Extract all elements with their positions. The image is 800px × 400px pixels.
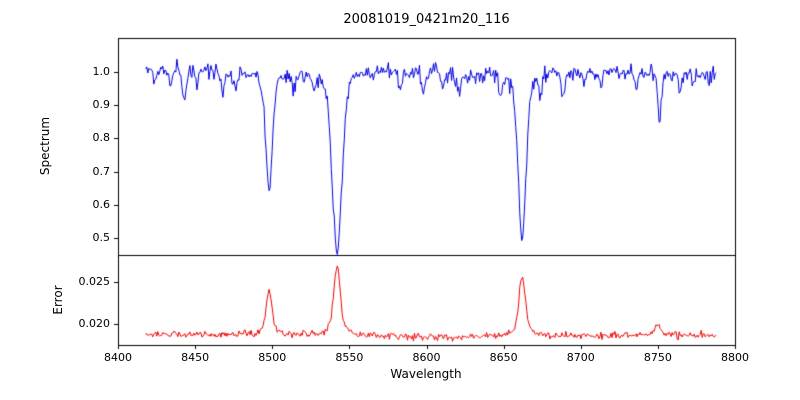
x-tick-label: 8700 bbox=[566, 351, 595, 364]
y-tick-label-spectrum: 0.9 bbox=[92, 98, 111, 112]
y-tick-label-spectrum: 0.5 bbox=[92, 231, 111, 245]
x-tick-label: 8750 bbox=[643, 351, 672, 364]
y-tick-label-spectrum: 0.6 bbox=[92, 197, 111, 211]
y-tick-label-spectrum: 0.7 bbox=[92, 164, 111, 178]
x-tick-label: 8800 bbox=[721, 351, 749, 364]
x-tick-label: 8450 bbox=[181, 351, 210, 364]
y-tick-label-spectrum: 1.0 bbox=[92, 64, 111, 78]
x-axis-label: Wavelength bbox=[390, 367, 462, 381]
y-tick-label-spectrum: 0.8 bbox=[92, 131, 111, 145]
y-axis-label-spectrum: Spectrum bbox=[38, 116, 52, 176]
y-tick-label-error: 0.025 bbox=[78, 274, 111, 288]
x-tick-label: 8400 bbox=[104, 351, 132, 364]
x-tick-label: 8550 bbox=[335, 351, 364, 364]
x-tick-label: 8650 bbox=[489, 351, 518, 364]
y-axis-label-error: Error bbox=[51, 285, 65, 315]
x-tick-label: 8600 bbox=[412, 351, 441, 364]
chart-title: 20081019_0421m20_116 bbox=[343, 12, 510, 27]
y-tick-label-error: 0.020 bbox=[78, 317, 111, 331]
x-tick-label: 8500 bbox=[258, 351, 287, 364]
